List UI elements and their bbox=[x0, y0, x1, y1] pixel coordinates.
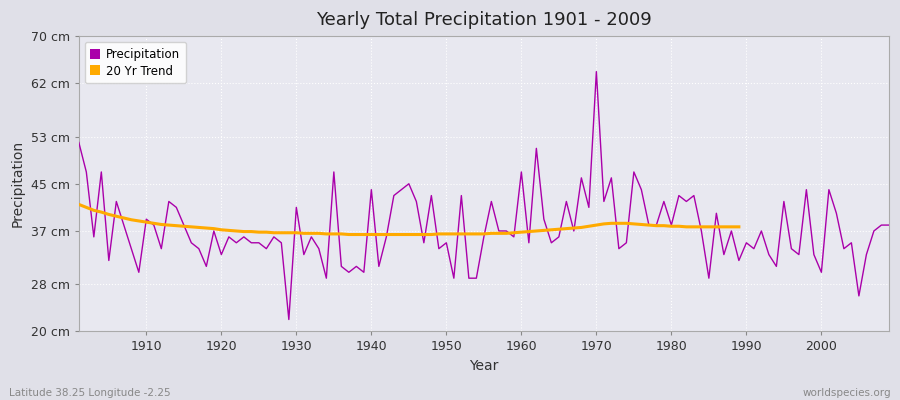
Text: Latitude 38.25 Longitude -2.25: Latitude 38.25 Longitude -2.25 bbox=[9, 388, 171, 398]
Legend: Precipitation, 20 Yr Trend: Precipitation, 20 Yr Trend bbox=[85, 42, 186, 84]
Title: Yearly Total Precipitation 1901 - 2009: Yearly Total Precipitation 1901 - 2009 bbox=[316, 11, 652, 29]
X-axis label: Year: Year bbox=[469, 359, 499, 373]
Y-axis label: Precipitation: Precipitation bbox=[11, 140, 25, 227]
Text: worldspecies.org: worldspecies.org bbox=[803, 388, 891, 398]
